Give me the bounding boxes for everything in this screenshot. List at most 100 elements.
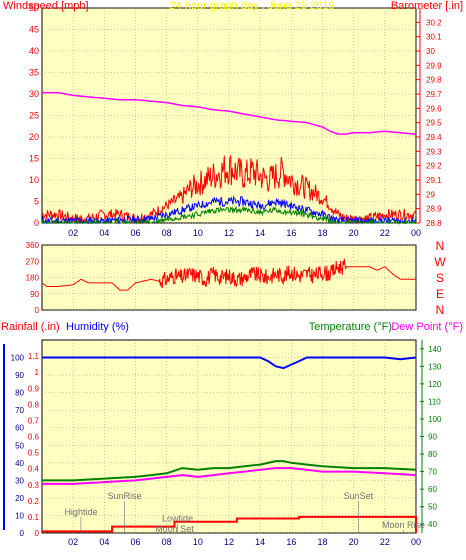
- rainfall-tick-label: 0.9: [28, 384, 40, 393]
- time-tick-label: 00: [411, 537, 421, 547]
- humidity-tick-label: 40: [15, 459, 24, 468]
- time-tick-label: 06: [130, 228, 140, 238]
- barometer-tick-label: 30.1: [426, 33, 442, 42]
- rainfall-tick-label: 1: [35, 368, 40, 377]
- rainfall-tick-label: 0.6: [28, 433, 40, 442]
- direction-tick-label: 0: [35, 306, 40, 315]
- humidity-tick-label: 10: [15, 511, 24, 520]
- temperature-tick-label: 60: [428, 485, 437, 494]
- windspeed-tick-label: 5: [34, 197, 39, 207]
- time-tick-label: 04: [99, 537, 109, 547]
- time-tick-label: 00: [411, 228, 421, 238]
- time-tick-label: 02: [68, 228, 78, 238]
- time-tick-label: 16: [286, 228, 296, 238]
- windspeed-tick-label: 30: [29, 89, 39, 99]
- humidity-tick-label: 100: [11, 354, 25, 363]
- time-tick-label: 12: [224, 537, 234, 547]
- windspeed-tick-label: 35: [29, 68, 39, 78]
- rainfall-tick-label: 0.5: [28, 449, 40, 458]
- event-label: Moon Set: [155, 524, 194, 534]
- rainfall-tick-label: 0.2: [28, 497, 40, 506]
- time-tick-label: 22: [380, 537, 390, 547]
- event-label: Hightide: [64, 507, 97, 517]
- humidity-tick-label: 30: [15, 476, 24, 485]
- compass-north-bottom: N: [436, 303, 445, 317]
- temperature-tick-label: 80: [428, 450, 437, 459]
- direction-tick-label: 360: [26, 241, 40, 250]
- humidity-axis-label: Humidity (%): [66, 321, 129, 333]
- barometer-tick-label: 29.1: [426, 176, 442, 185]
- event-label: SunRise: [108, 491, 142, 501]
- time-tick-label: 14: [255, 228, 265, 238]
- barometer-tick-label: 29: [426, 190, 435, 199]
- windspeed-tick-label: 40: [29, 46, 39, 56]
- direction-tick-label: 90: [30, 290, 39, 299]
- temperature-tick-label: 140: [428, 345, 442, 354]
- compass-west: W: [434, 255, 446, 269]
- windspeed-tick-label: 25: [29, 111, 39, 121]
- compass-south: S: [436, 271, 444, 285]
- time-tick-label: 20: [349, 537, 359, 547]
- barometer-tick-label: 29.2: [426, 162, 442, 171]
- rainfall-tick-label: 0.4: [28, 465, 40, 474]
- rainfall-tick-label: 0.3: [28, 481, 40, 490]
- rainfall-tick-label: 1.1: [28, 352, 40, 361]
- dewpoint-axis-label: Dew Point (°F): [391, 321, 463, 333]
- event-label: Lowtide: [162, 513, 193, 523]
- time-tick-label: 12: [224, 228, 234, 238]
- humidity-tick-label: 70: [15, 406, 24, 415]
- temperature-tick-label: 100: [428, 415, 442, 424]
- rainfall-tick-label: 0.7: [28, 416, 40, 425]
- barometer-tick-label: 29.8: [426, 76, 442, 85]
- time-tick-label: 02: [68, 537, 78, 547]
- barometer-tick-label: 29.4: [426, 133, 442, 142]
- compass-north-top: N: [436, 239, 445, 253]
- barometer-tick-label: 29.9: [426, 61, 442, 70]
- barometer-tick-label: 29.3: [426, 147, 442, 156]
- humidity-tick-label: 50: [15, 441, 24, 450]
- barometer-tick-label: 29.6: [426, 104, 442, 113]
- temperature-tick-label: 130: [428, 362, 442, 371]
- temperature-tick-label: 90: [428, 433, 437, 442]
- time-tick-label: 06: [130, 537, 140, 547]
- temperature-tick-label: 110: [428, 397, 441, 406]
- temperature-tick-label: 50: [428, 503, 437, 512]
- rainfall-tick-label: 0.1: [28, 513, 40, 522]
- barometer-tick-label: 30: [426, 47, 435, 56]
- time-tick-label: 04: [99, 228, 109, 238]
- chart-title: 24 hour graph day , June 20 2019: [169, 0, 334, 12]
- time-tick-label: 08: [162, 228, 172, 238]
- rainfall-tick-label: 0.8: [28, 400, 40, 409]
- time-tick-label: 10: [193, 537, 203, 547]
- time-tick-label: 18: [317, 537, 327, 547]
- barometer-tick-label: 29.5: [426, 119, 442, 128]
- direction-tick-label: 270: [26, 257, 40, 266]
- humidity-tick-label: 60: [15, 424, 24, 433]
- windspeed-tick-label: 15: [29, 154, 39, 164]
- direction-tick-label: 180: [26, 274, 40, 283]
- humidity-tick-label: 0: [20, 529, 25, 538]
- windspeed-axis-label: Windspeed [mph]: [3, 0, 89, 12]
- windspeed-tick-label: 20: [29, 132, 39, 142]
- event-label: SunSet: [344, 491, 374, 501]
- windspeed-tick-label: 0: [34, 218, 39, 228]
- barometer-tick-label: 28.8: [426, 219, 442, 228]
- time-tick-label: 16: [286, 537, 296, 547]
- time-tick-label: 10: [193, 228, 203, 238]
- barometer-tick-label: 30.2: [426, 18, 442, 27]
- time-tick-label: 20: [349, 228, 359, 238]
- rainfall-tick-label: 0: [35, 529, 40, 538]
- compass-east: E: [436, 287, 444, 301]
- temperature-axis-label: Temperature (°F): [309, 321, 392, 333]
- windspeed-tick-label: 45: [29, 25, 39, 35]
- barometer-axis-label: Barometer [.in]: [391, 0, 463, 12]
- barometer-tick-label: 29.7: [426, 90, 442, 99]
- barometer-tick-label: 28.9: [426, 205, 442, 214]
- event-label: Moon Rise: [382, 520, 425, 530]
- time-tick-label: 14: [255, 537, 265, 547]
- rainfall-axis-label: Rainfall (.in): [1, 321, 60, 333]
- windspeed-tick-label: 10: [29, 175, 39, 185]
- humidity-tick-label: 90: [15, 371, 24, 380]
- temperature-tick-label: 40: [428, 520, 437, 529]
